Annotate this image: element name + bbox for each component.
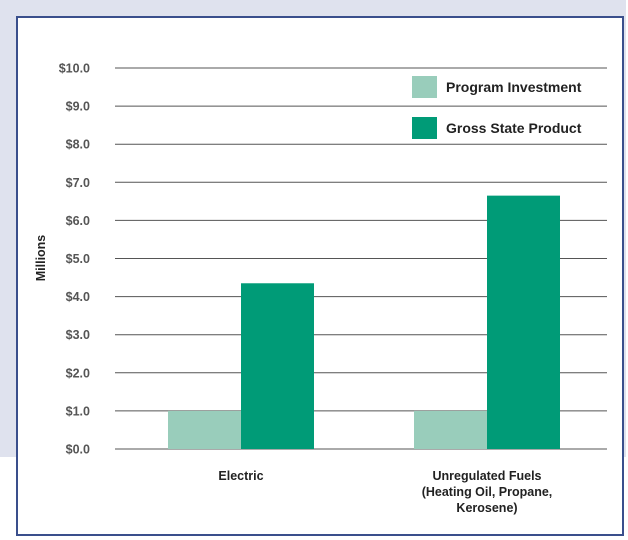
y-tick-label: $8.0 (66, 138, 90, 152)
bar (414, 410, 487, 449)
legend-label: Gross State Product (446, 120, 582, 136)
y-axis-label: Millions (34, 235, 48, 282)
y-tick-label: $2.0 (66, 366, 90, 380)
bar (241, 283, 314, 449)
x-category-label-line: Unregulated Fuels (432, 469, 541, 483)
y-tick-label: $4.0 (66, 290, 90, 304)
x-category-label: Electric (218, 469, 263, 483)
y-tick-label: $5.0 (66, 252, 90, 266)
x-category-label-line: (Heating Oil, Propane, (422, 485, 553, 499)
legend-swatch (412, 117, 437, 139)
y-tick-label: $1.0 (66, 404, 90, 418)
y-tick-label: $0.0 (66, 443, 90, 457)
x-category-labels: Electric Unregulated Fuels (Heating Oil, P… (218, 469, 552, 515)
y-tick-label: $9.0 (66, 100, 90, 114)
bars (168, 195, 560, 449)
y-tick-label: $10.0 (59, 62, 90, 76)
x-category-label-line: Electric (218, 469, 263, 483)
bar (487, 195, 560, 449)
x-category-label-line: Kerosene) (456, 501, 517, 515)
x-category-label: Unregulated Fuels (Heating Oil, Propane, K… (422, 469, 553, 515)
y-tick-label: $7.0 (66, 176, 90, 190)
y-tick-labels: $0.0 $1.0 $2.0 $3.0 $4.0 $5.0 $6.0 $7.0 $8.0 $9.0… (59, 62, 90, 457)
legend-label: Program Investment (446, 79, 582, 95)
y-tick-label: $3.0 (66, 328, 90, 342)
y-tick-label: $6.0 (66, 214, 90, 228)
bar (168, 410, 241, 449)
legend: Program Investment Gross State Product (412, 76, 582, 139)
legend-swatch (412, 76, 437, 98)
